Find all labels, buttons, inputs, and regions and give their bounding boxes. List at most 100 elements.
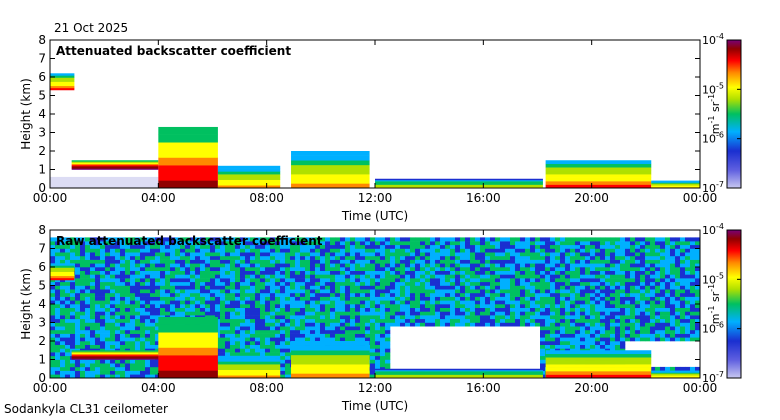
noise-cell: [540, 311, 546, 316]
noise-cell: [300, 329, 306, 334]
noise-cell: [60, 244, 66, 249]
noise-cell: [80, 344, 86, 349]
noise-cell: [550, 292, 556, 297]
noise-cell: [360, 329, 366, 334]
noise-cell: [510, 259, 516, 264]
noise-cell: [150, 255, 156, 260]
noise-cell: [195, 307, 201, 312]
noise-cell: [595, 344, 601, 349]
noise-cell: [365, 292, 371, 297]
noise-cell: [285, 322, 291, 327]
noise-cell: [245, 259, 251, 264]
noise-cell: [620, 304, 626, 308]
noise-cell: [105, 366, 111, 371]
noise-cell: [665, 281, 671, 286]
noise-cell: [260, 292, 266, 297]
colorbar-tick-label: 10-6: [702, 321, 724, 336]
noise-cell: [610, 344, 616, 349]
noise-cell: [335, 311, 341, 316]
noise-cell: [105, 329, 111, 334]
noise-cell: [470, 300, 476, 305]
noise-cell: [440, 237, 446, 242]
noise-cell: [145, 341, 151, 345]
noise-cell: [560, 267, 566, 271]
noise-cell: [225, 292, 231, 297]
feature-band: [71, 164, 159, 167]
noise-cell: [490, 244, 496, 249]
feature-band: [217, 366, 281, 370]
noise-cell: [100, 370, 106, 375]
noise-cell: [145, 289, 151, 294]
noise-cell: [430, 304, 436, 308]
noise-cell: [165, 281, 171, 286]
noise-cell: [140, 326, 146, 331]
noise-cell: [255, 255, 261, 260]
noise-cell: [585, 304, 591, 308]
noise-cell: [340, 326, 346, 331]
noise-cell: [285, 333, 291, 338]
noise-cell: [375, 344, 381, 349]
noise-cell: [80, 259, 86, 264]
feature-band: [50, 85, 75, 89]
noise-cell: [605, 289, 611, 294]
noise-cell: [365, 296, 371, 301]
noise-cell: [675, 278, 681, 283]
noise-cell: [560, 289, 566, 294]
noise-cell: [585, 315, 591, 320]
noise-cell: [160, 255, 166, 260]
noise-cell: [270, 274, 276, 279]
noise-cell: [530, 281, 536, 286]
noise-cell: [680, 267, 686, 271]
noise-cell: [145, 278, 151, 283]
noise-cell: [420, 259, 426, 264]
noise-cell: [225, 259, 231, 264]
noise-cell: [235, 248, 241, 253]
noise-cell: [645, 278, 651, 283]
noise-cell: [145, 304, 151, 308]
noise-cell: [400, 315, 406, 320]
noise-cell: [655, 241, 661, 246]
noise-cell: [145, 259, 151, 264]
noise-cell: [200, 274, 206, 279]
x-tick-label: 20:00: [574, 381, 609, 395]
noise-cell: [670, 322, 676, 327]
noise-cell: [180, 255, 186, 260]
noise-cell: [600, 244, 606, 249]
feature-band: [158, 355, 218, 364]
noise-cell: [675, 263, 681, 268]
noise-cell: [290, 248, 296, 253]
noise-cell: [540, 300, 546, 305]
noise-cell: [600, 315, 606, 320]
noise-cell: [180, 289, 186, 294]
noise-cell: [180, 241, 186, 246]
noise-cell: [370, 366, 376, 371]
noise-cell: [525, 281, 531, 286]
noise-cell: [615, 296, 621, 301]
noise-cell: [235, 329, 241, 334]
feature-band: [158, 142, 218, 151]
noise-cell: [660, 318, 666, 323]
noise-cell: [315, 315, 321, 320]
noise-cell: [550, 315, 556, 320]
noise-cell: [210, 296, 216, 301]
noise-cell: [380, 307, 386, 312]
noise-cell: [300, 248, 306, 253]
noise-cell: [690, 296, 696, 301]
noise-cell: [320, 255, 326, 260]
noise-cell: [515, 292, 521, 297]
noise-cell: [560, 318, 566, 323]
noise-cell: [280, 292, 286, 297]
noise-cell: [135, 263, 141, 268]
noise-cell: [130, 363, 136, 368]
noise-cell: [250, 296, 256, 301]
noise-cell: [460, 296, 466, 301]
noise-cell: [100, 363, 106, 368]
noise-cell: [405, 292, 411, 297]
feature-band: [217, 185, 281, 189]
noise-cell: [195, 252, 201, 257]
noise-cell: [395, 315, 401, 320]
noise-cell: [115, 263, 121, 268]
feature-band: [375, 178, 543, 181]
noise-cell: [380, 315, 386, 320]
noise-cell: [245, 344, 251, 349]
